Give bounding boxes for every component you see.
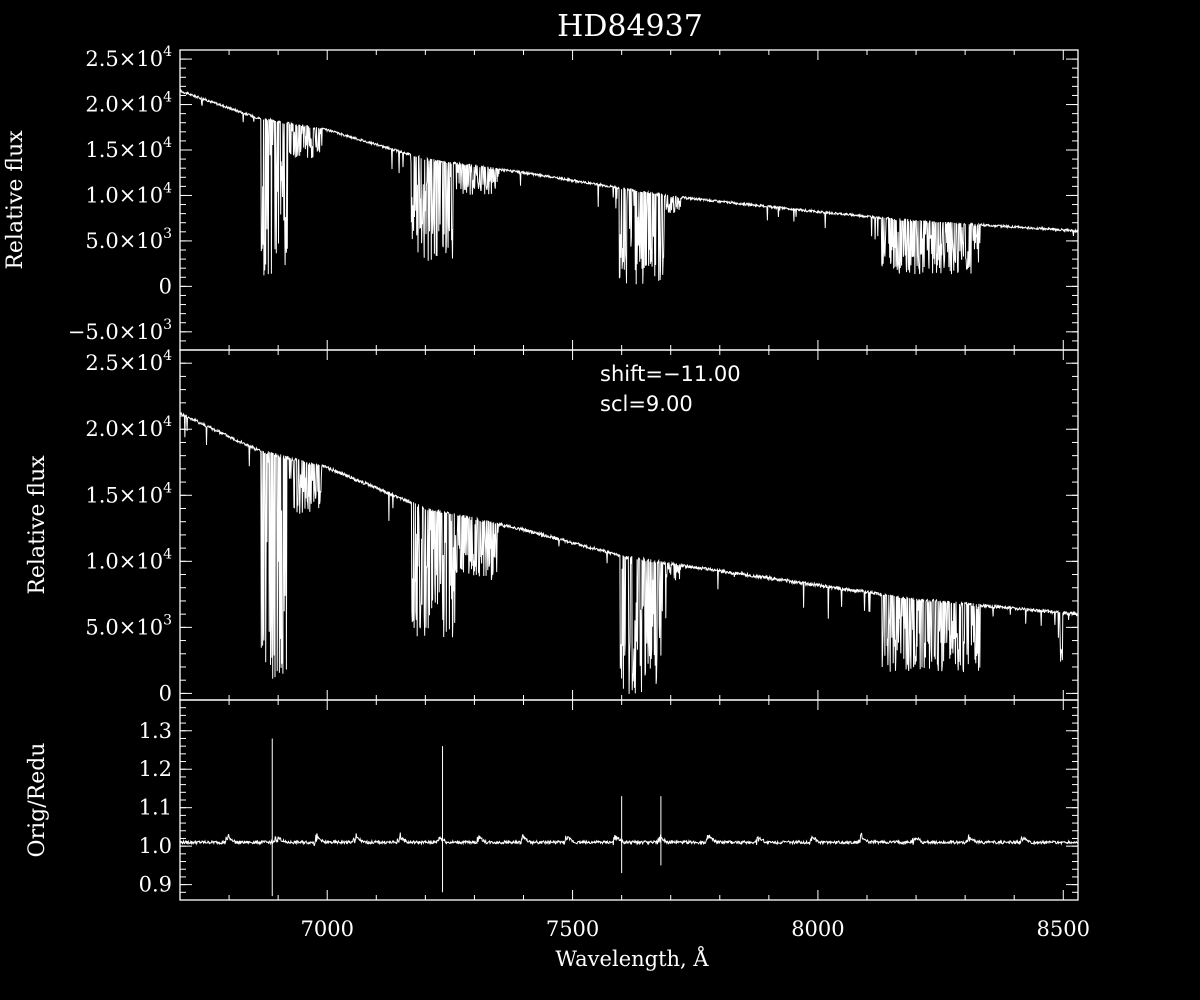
x-tick-label: 7000 (300, 917, 353, 941)
middle-y-axis-label: Relative flux (25, 455, 50, 595)
top-y-tick-label: 2.0×104 (85, 90, 172, 117)
bottom-y-tick-label: 1.3 (139, 719, 172, 743)
panel-middle: 2.5×104 2.0×104 1.5×104 1.0×104 5.0×103 0 Rela… (25, 348, 1079, 705)
bottom-panel-frame (179, 699, 1079, 901)
chart-title: HD84937 (557, 9, 703, 44)
middle-y-tick-label: 1.5×104 (85, 480, 172, 507)
top-spectrum-line (179, 88, 1079, 285)
top-y-axis-label: Relative flux (3, 130, 28, 270)
bottom-y-tick-label: 0.9 (139, 873, 172, 897)
panel-bottom: 1.3 1.2 1.1 1.0 0.9 Orig/Redu (25, 699, 1079, 901)
top-y-tick-label: 1.0×104 (85, 180, 172, 207)
panel-top: 2.5×104 2.0×104 1.5×104 1.0×104 5.0×103 0 −5.0… (3, 44, 1079, 351)
middle-spectrum-line (179, 411, 1079, 694)
middle-y-tick-label: 1.0×104 (85, 546, 172, 573)
top-y-tick-label: 2.5×104 (85, 44, 172, 71)
bottom-y-axis-label: Orig/Redu (25, 743, 50, 858)
bottom-y-tick-label: 1.0 (139, 834, 172, 858)
middle-y-tick-label: 2.0×104 (85, 414, 172, 441)
x-tick-label: 8000 (791, 917, 844, 941)
bottom-y-tick-label: 1.1 (139, 796, 172, 820)
middle-y-tick-label: 0 (159, 681, 172, 705)
bottom-y-tick-label: 1.2 (139, 757, 172, 781)
top-y-tick-label: 0 (159, 274, 172, 298)
top-y-tick-label: 1.5×104 (85, 135, 172, 162)
middle-y-tick-label: 2.5×104 (85, 348, 172, 375)
annotation-1: scl=9.00 (600, 392, 693, 416)
top-y-tick-label: −5.0×103 (68, 317, 172, 344)
x-tick-label: 7500 (546, 917, 599, 941)
panels: 2.5×104 2.0×104 1.5×104 1.0×104 5.0×103 0 −5.0… (3, 44, 1090, 941)
x-axis-label: Wavelength, Å (555, 946, 709, 971)
x-tick-label: 8500 (1037, 917, 1090, 941)
annotation-0: shift=−11.00 (600, 362, 741, 386)
bottom-ratio-line (179, 832, 1079, 846)
top-y-tick-label: 5.0×103 (85, 226, 172, 253)
middle-y-tick-label: 5.0×103 (85, 612, 172, 639)
